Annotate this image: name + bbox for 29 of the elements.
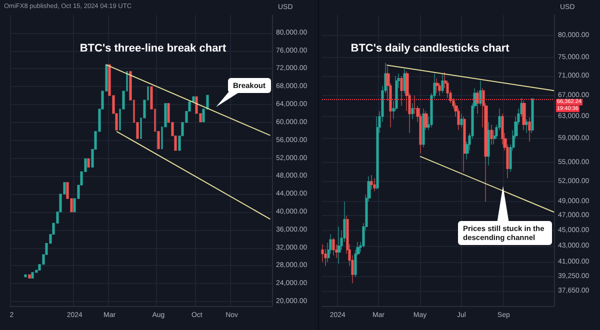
candlestick xyxy=(411,102,414,120)
candlestick xyxy=(490,124,493,145)
candlestick xyxy=(441,73,444,94)
candlestick xyxy=(24,274,27,278)
candlestick xyxy=(422,108,425,148)
candlestick xyxy=(373,178,376,192)
candlestick xyxy=(522,100,526,130)
candlestick xyxy=(400,76,403,106)
candlestick xyxy=(460,113,463,128)
candlestick xyxy=(321,244,324,262)
candlestick xyxy=(332,238,335,256)
text: BTC's three-line break chart xyxy=(80,42,226,54)
candlestick xyxy=(531,98,534,134)
candlestick xyxy=(487,122,490,166)
candlestick xyxy=(31,272,34,279)
candlestick xyxy=(438,82,441,96)
candlestick xyxy=(370,174,373,190)
candlestick xyxy=(528,117,531,142)
candlestick xyxy=(479,80,482,106)
candlestick xyxy=(28,274,31,279)
candlestick xyxy=(337,226,341,264)
candlestick xyxy=(525,118,528,134)
candlestick xyxy=(424,110,428,130)
candlestick xyxy=(463,116,466,172)
candlestick xyxy=(87,158,90,168)
candlestick xyxy=(476,90,479,114)
text: BTC's daily candlesticks chart xyxy=(350,42,510,54)
candlestick xyxy=(435,78,439,94)
candlestick xyxy=(192,96,195,102)
